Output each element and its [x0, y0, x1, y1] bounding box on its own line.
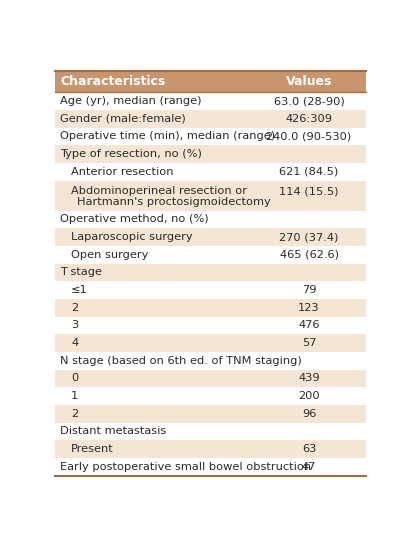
Text: Age (yr), median (range): Age (yr), median (range) — [60, 96, 201, 106]
Text: Open surgery: Open surgery — [71, 250, 148, 260]
Bar — [55, 422, 366, 440]
Bar — [55, 211, 366, 228]
Text: 3: 3 — [71, 321, 79, 330]
Text: Present: Present — [71, 444, 114, 454]
Bar — [55, 93, 366, 110]
Text: T stage: T stage — [60, 267, 102, 278]
Text: Hartmann's proctosigmoidectomy: Hartmann's proctosigmoidectomy — [78, 197, 271, 207]
Text: Abdominoperineal resection or: Abdominoperineal resection or — [71, 186, 247, 196]
Text: 63: 63 — [302, 444, 316, 454]
Text: 476: 476 — [298, 321, 320, 330]
Text: N stage (based on 6th ed. of TNM staging): N stage (based on 6th ed. of TNM staging… — [60, 356, 302, 366]
Bar — [55, 246, 366, 264]
Text: 57: 57 — [302, 338, 316, 348]
Text: 2: 2 — [71, 303, 78, 313]
Bar — [55, 163, 366, 181]
Text: Characteristics: Characteristics — [60, 75, 165, 88]
Text: Type of resection, no (%): Type of resection, no (%) — [60, 149, 202, 159]
Text: Operative method, no (%): Operative method, no (%) — [60, 215, 209, 224]
Bar — [55, 264, 366, 281]
Bar — [55, 370, 366, 387]
Text: 63.0 (28-90): 63.0 (28-90) — [274, 96, 344, 106]
Text: 123: 123 — [298, 303, 320, 313]
Text: ≤1: ≤1 — [71, 285, 88, 295]
Text: Operative time (min), median (range): Operative time (min), median (range) — [60, 131, 275, 141]
Text: 1: 1 — [71, 391, 79, 401]
Bar — [55, 110, 366, 128]
Text: Anterior resection: Anterior resection — [71, 167, 173, 177]
Bar — [55, 440, 366, 458]
Bar — [55, 387, 366, 405]
Bar — [55, 181, 366, 211]
Text: Laparoscopic surgery: Laparoscopic surgery — [71, 232, 193, 242]
Text: 426:309: 426:309 — [286, 114, 332, 124]
Text: 4: 4 — [71, 338, 78, 348]
Text: 621 (84.5): 621 (84.5) — [279, 167, 339, 177]
Bar — [55, 352, 366, 370]
Text: 96: 96 — [302, 409, 316, 419]
Bar — [55, 128, 366, 145]
Text: Values: Values — [286, 75, 332, 88]
Bar — [55, 316, 366, 334]
Bar — [55, 71, 366, 93]
Text: 114 (15.5): 114 (15.5) — [279, 186, 339, 196]
Text: Distant metastasis: Distant metastasis — [60, 426, 166, 436]
Text: 200: 200 — [298, 391, 320, 401]
Text: 2: 2 — [71, 409, 78, 419]
Bar — [55, 281, 366, 299]
Text: Gender (male:female): Gender (male:female) — [60, 114, 186, 124]
Text: 465 (62.6): 465 (62.6) — [279, 250, 339, 260]
Bar — [55, 458, 366, 476]
Text: 79: 79 — [302, 285, 316, 295]
Text: 0: 0 — [71, 373, 79, 384]
Bar — [55, 299, 366, 316]
Text: 47: 47 — [302, 462, 316, 472]
Bar — [55, 334, 366, 352]
Bar — [55, 405, 366, 422]
Text: Early postoperative small bowel obstruction: Early postoperative small bowel obstruct… — [60, 462, 311, 472]
Text: 240.0 (90-530): 240.0 (90-530) — [266, 131, 352, 141]
Bar — [55, 145, 366, 163]
Text: 270 (37.4): 270 (37.4) — [279, 232, 339, 242]
Bar — [55, 228, 366, 246]
Text: 439: 439 — [298, 373, 320, 384]
